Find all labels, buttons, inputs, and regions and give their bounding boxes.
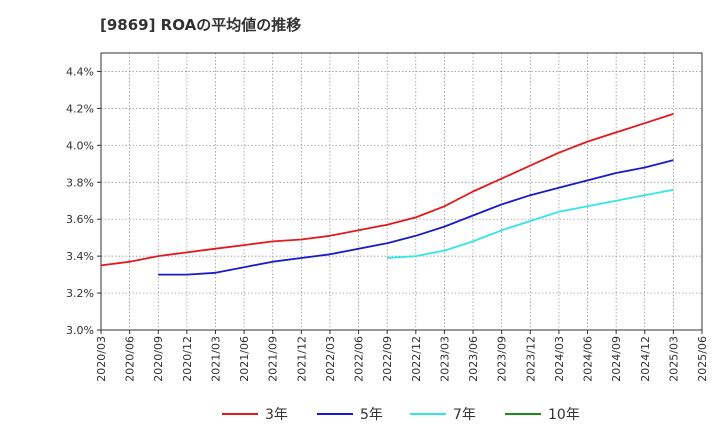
x-tick-label: 2024/03 bbox=[553, 336, 566, 382]
x-tick-label: 2021/03 bbox=[209, 336, 222, 382]
x-tick-label: 2021/09 bbox=[267, 336, 280, 382]
x-tick-label: 2022/09 bbox=[381, 336, 394, 382]
x-tick-label: 2023/03 bbox=[438, 336, 451, 382]
x-tick-label: 2020/12 bbox=[181, 336, 194, 382]
x-tick-label: 2023/09 bbox=[496, 336, 509, 382]
x-tick-label: 2024/09 bbox=[610, 336, 623, 382]
x-tick-label: 2020/09 bbox=[152, 336, 165, 382]
x-tick-label: 2022/06 bbox=[353, 336, 366, 382]
x-tick-label: 2021/12 bbox=[295, 336, 308, 382]
y-tick-label: 3.0% bbox=[66, 324, 94, 337]
y-tick-label: 3.6% bbox=[66, 213, 94, 226]
y-tick-label: 4.0% bbox=[66, 139, 94, 152]
x-tick-label: 2023/06 bbox=[467, 336, 480, 382]
legend-label: 10年 bbox=[548, 407, 580, 423]
x-tick-label: 2025/06 bbox=[696, 336, 709, 382]
x-tick-label: 2024/12 bbox=[639, 336, 652, 382]
x-tick-label: 2025/03 bbox=[667, 336, 680, 382]
x-tick-label: 2022/03 bbox=[324, 336, 337, 382]
chart-title: [9869] ROAの平均値の推移 bbox=[100, 16, 302, 34]
y-tick-label: 3.2% bbox=[66, 287, 94, 300]
axes: 3.0% 3.2% 3.4% 3.6% 3.8% 4.0% 4.2% 4.4% 2020/03 2… bbox=[66, 52, 709, 382]
y-tick-label: 3.8% bbox=[66, 176, 94, 189]
x-tick-label: 2021/06 bbox=[238, 336, 251, 382]
legend-label: 3年 bbox=[265, 407, 288, 423]
y-tick-label: 4.4% bbox=[66, 65, 94, 78]
x-tick-label: 2020/06 bbox=[124, 336, 137, 382]
x-tick-label: 2022/12 bbox=[410, 336, 423, 382]
y-tick-label: 3.4% bbox=[66, 250, 94, 263]
series-line bbox=[158, 159, 674, 276]
x-tick-label: 2024/06 bbox=[582, 336, 595, 382]
series-lines bbox=[100, 113, 674, 276]
series-line bbox=[100, 113, 674, 267]
y-tick-label: 4.2% bbox=[66, 102, 94, 115]
plot-frame bbox=[100, 52, 703, 331]
legend: 3年 5年 7年 10年 bbox=[222, 407, 580, 423]
series-line bbox=[387, 188, 674, 259]
legend-label: 7年 bbox=[453, 407, 476, 423]
grid bbox=[101, 52, 702, 330]
x-tick-label: 2020/03 bbox=[95, 336, 108, 382]
legend-label: 5年 bbox=[360, 407, 383, 423]
x-tick-label: 2023/12 bbox=[524, 336, 537, 382]
